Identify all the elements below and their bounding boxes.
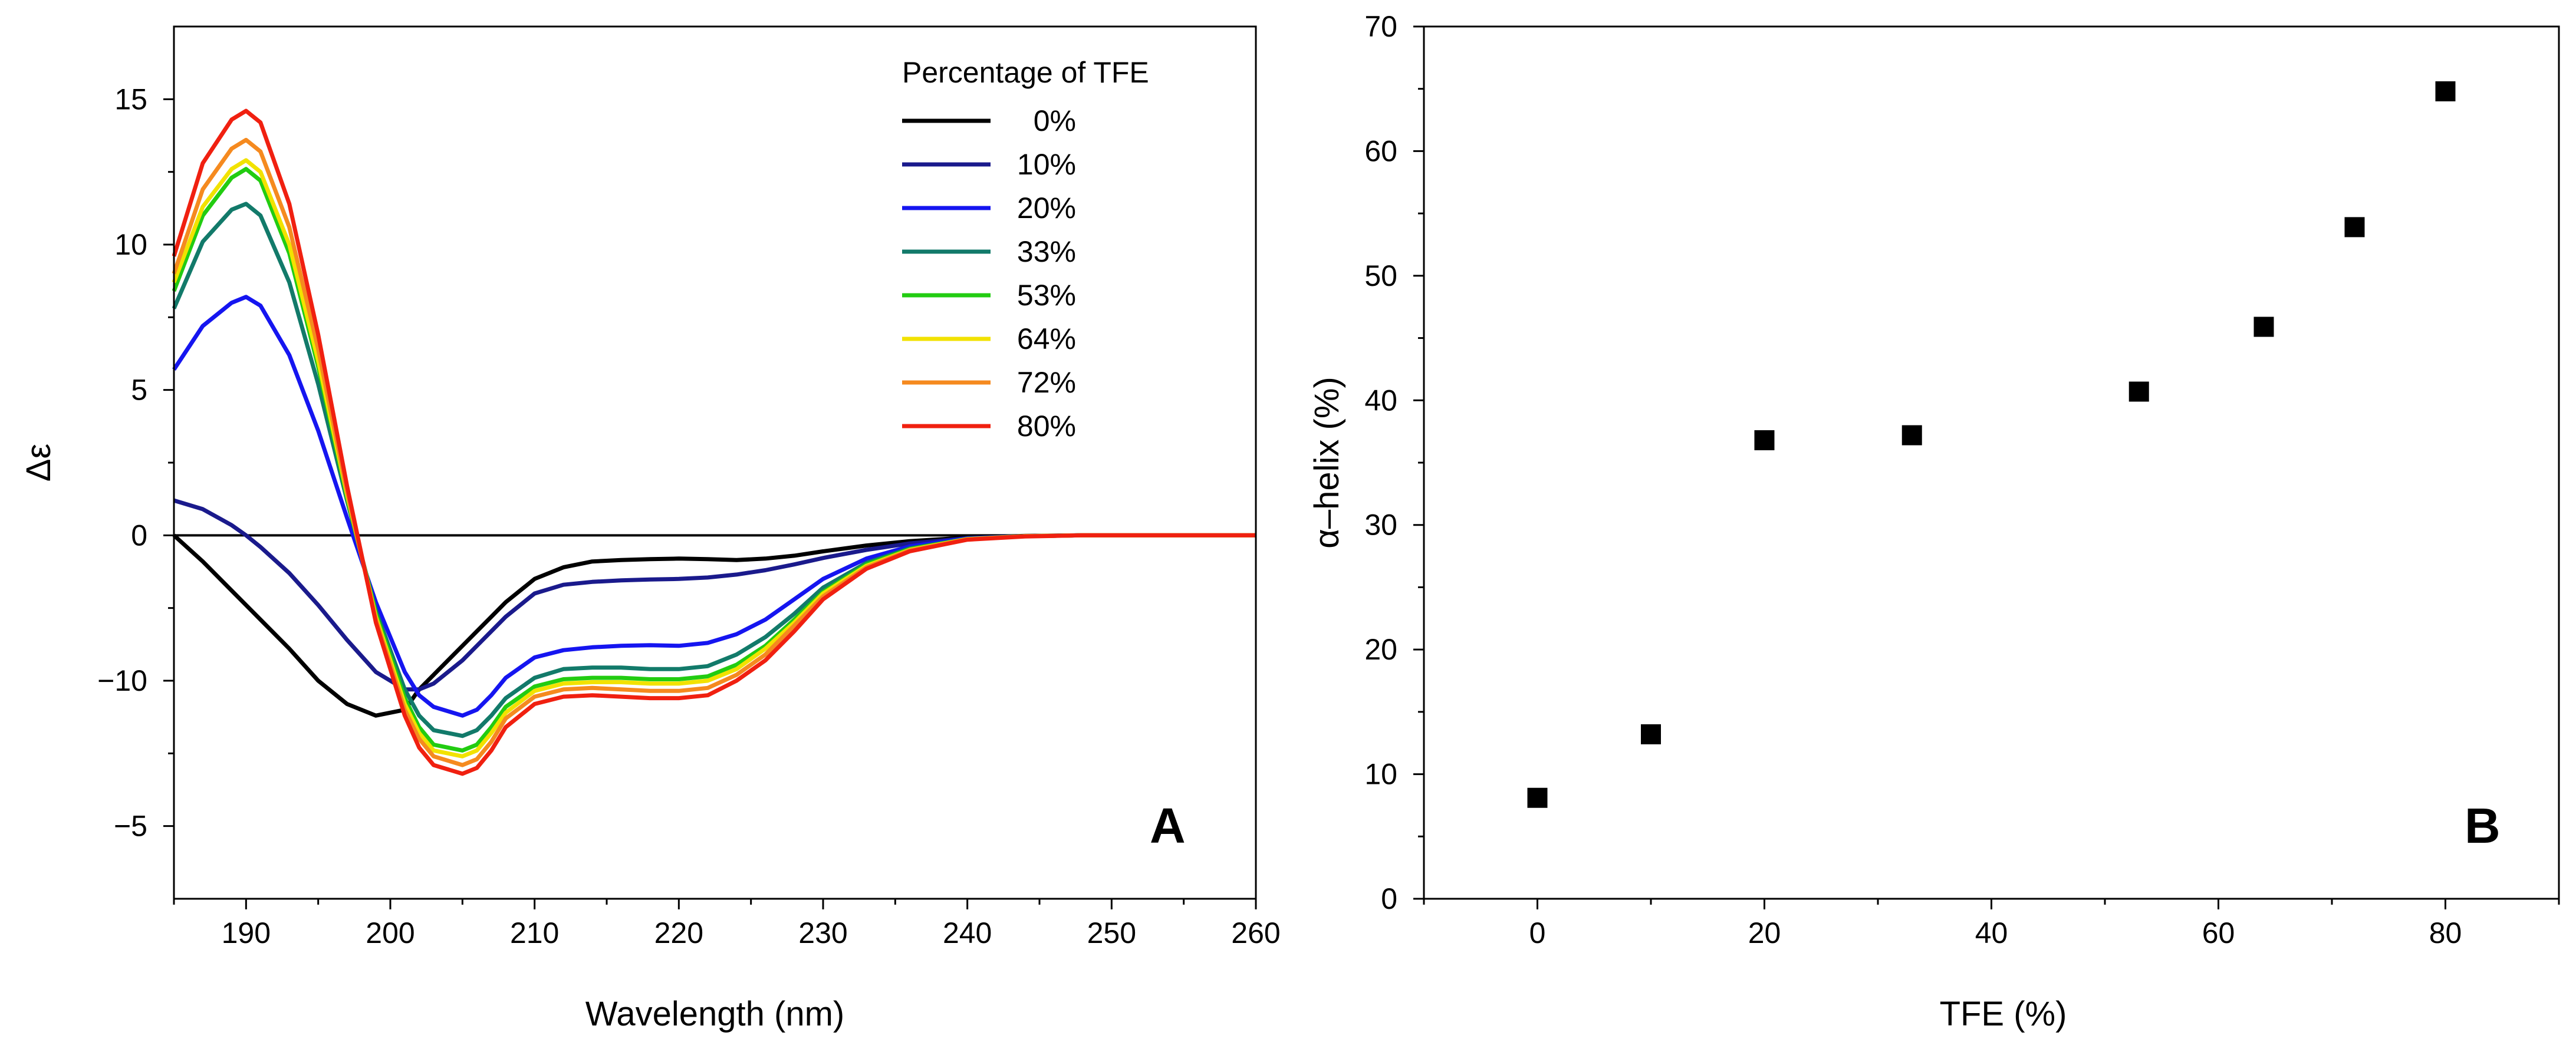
x-tick-label: 0 (1529, 916, 1546, 949)
data-point (1901, 425, 1922, 446)
legend-label: 0% (1034, 104, 1076, 137)
series-line-33pct (172, 202, 1256, 738)
y-tick-label: 40 (1364, 384, 1397, 417)
y-axis-title-a: Δε (19, 444, 58, 482)
legend-label: 20% (1017, 192, 1076, 225)
y-tick-label: 10 (114, 228, 147, 261)
x-tick-label: 200 (366, 916, 414, 949)
y-tick-label: 0 (131, 519, 147, 552)
data-point (2253, 316, 2274, 337)
x-tick-label: 60 (2202, 916, 2235, 949)
legend-label: 53% (1017, 279, 1076, 312)
series-line-20pct (172, 295, 1256, 718)
x-axis-title-a: Wavelength (nm) (585, 995, 844, 1033)
x-tick-label: 260 (1231, 916, 1280, 949)
x-tick-label: 190 (222, 916, 271, 949)
panel-b-scatter-chart: 0 20 40 60 80 0 10 20 30 40 50 60 70 TFE (%) α–helix (… (1308, 10, 2560, 1033)
panel-a-line-chart: 190 200 210 220 230 240 250 260 15 10 5 0 −10 −5 Wavel… (19, 25, 1281, 1033)
y-tick-label: 20 (1364, 633, 1397, 666)
y-tick-label: 60 (1364, 134, 1397, 167)
data-point (2128, 381, 2149, 402)
data-point (2344, 217, 2365, 238)
y-tick-label: −5 (114, 810, 147, 843)
panel-letter-b: B (2465, 798, 2501, 853)
x-tick-label: 220 (654, 916, 703, 949)
y-tick-label: 10 (1364, 758, 1397, 791)
legend-title: Percentage of TFE (902, 56, 1149, 89)
data-point (1641, 724, 1661, 744)
series-line-80pct (172, 108, 1256, 776)
data-point (1527, 787, 1548, 808)
panel-letter-a: A (1150, 798, 1186, 853)
y-tick-label: 30 (1364, 509, 1397, 542)
x-tick-label: 20 (1748, 916, 1781, 949)
x-tick-label: 210 (510, 916, 559, 949)
data-point (2435, 81, 2456, 101)
y-axis-title-b: α–helix (%) (1308, 377, 1346, 548)
plot-frame-b (1423, 25, 2560, 900)
y-tick-label: −10 (97, 664, 147, 697)
y-tick-label: 5 (131, 374, 147, 407)
y-tick-label: 70 (1364, 10, 1397, 43)
legend-label: 72% (1017, 366, 1076, 399)
x-tick-label: 40 (1975, 916, 2008, 949)
x-tick-label: 230 (798, 916, 847, 949)
y-tick-label: 0 (1381, 882, 1397, 915)
legend-label: 10% (1017, 148, 1076, 181)
legend-label: 80% (1017, 410, 1076, 443)
x-tick-label: 240 (943, 916, 992, 949)
data-point (1754, 430, 1775, 450)
legend-label: 33% (1017, 235, 1076, 268)
y-tick-label: 50 (1364, 259, 1397, 292)
x-tick-label: 250 (1087, 916, 1136, 949)
legend-label: 64% (1017, 322, 1076, 355)
x-axis-title-b: TFE (%) (1940, 995, 2067, 1033)
y-tick-label: 15 (114, 83, 147, 116)
x-tick-label: 80 (2429, 916, 2462, 949)
